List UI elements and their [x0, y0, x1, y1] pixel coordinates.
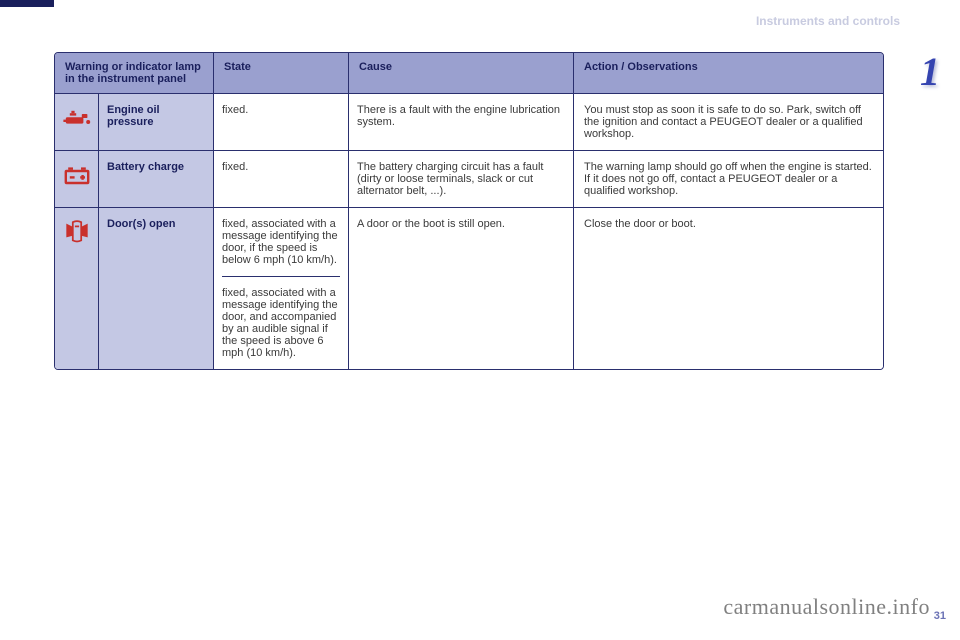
lamp-label: Battery charge	[99, 151, 214, 207]
header-state: State	[214, 53, 349, 93]
cause-cell: There is a fault with the engine lubrica…	[349, 94, 574, 150]
watermark-text: carmanualsonline.info	[723, 594, 930, 620]
action-cell: You must stop as soon it is safe to do s…	[574, 94, 883, 150]
header-cause: Cause	[349, 53, 574, 93]
table-row: Battery charge fixed. The battery chargi…	[55, 151, 883, 208]
state-cell: fixed.	[214, 151, 349, 207]
action-cell: The warning lamp should go off when the …	[574, 151, 883, 207]
table-row: Door(s) open fixed, associated with a me…	[55, 208, 883, 369]
state-text-2: fixed, associated with a message identif…	[222, 276, 340, 359]
table-row: Engine oil pressure fixed. There is a fa…	[55, 94, 883, 151]
lamp-label: Engine oil pressure	[99, 94, 214, 150]
header-action: Action / Observations	[574, 53, 883, 93]
chapter-number: 1	[920, 48, 940, 95]
action-cell: Close the door or boot.	[574, 208, 883, 369]
table-header: Warning or indicator lamp in the instrum…	[55, 53, 883, 94]
door-open-icon	[55, 208, 99, 369]
cause-cell: A door or the boot is still open.	[349, 208, 574, 369]
engine-oil-icon	[55, 94, 99, 150]
header-lamp: Warning or indicator lamp in the instrum…	[55, 53, 214, 93]
state-cell: fixed, associated with a message identif…	[214, 208, 349, 369]
section-title: Instruments and controls	[756, 14, 900, 28]
battery-icon	[55, 151, 99, 207]
state-cell: fixed.	[214, 94, 349, 150]
lamp-label: Door(s) open	[99, 208, 214, 369]
state-text-1: fixed, associated with a message identif…	[222, 218, 340, 266]
accent-bar	[0, 0, 54, 7]
warning-table: Warning or indicator lamp in the instrum…	[54, 52, 884, 370]
cause-cell: The battery charging circuit has a fault…	[349, 151, 574, 207]
page-number: 31	[934, 610, 946, 622]
